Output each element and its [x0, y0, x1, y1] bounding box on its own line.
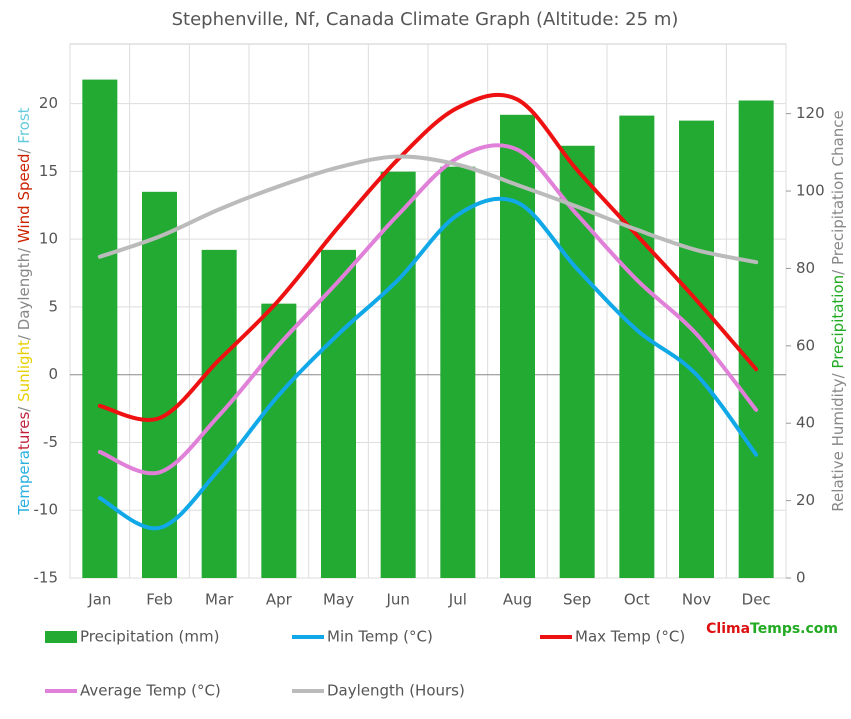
y-tick-label: -10: [34, 501, 59, 519]
y2-axis-label: Relative Humidity/ Precipitation/ Precip…: [829, 110, 847, 511]
y2-axis-label-part: Precipitation: [829, 275, 847, 369]
x-tick-label: Jun: [385, 591, 409, 609]
chart-title: Stephenville, Nf, Canada Climate Graph (…: [172, 9, 679, 30]
legend-label: Average Temp (°C): [80, 682, 221, 700]
x-tick-label: Jan: [87, 591, 111, 609]
x-tick-label: Nov: [682, 591, 711, 609]
line: [97, 92, 759, 422]
y-axis-label-part: /: [15, 144, 33, 154]
y2-axis-label-part: / Precipitation Chance: [829, 110, 847, 275]
y-axis-label-part: tures: [15, 412, 33, 450]
x-tick-label: Apr: [266, 591, 293, 609]
y-tick-label: 20: [39, 94, 58, 112]
bar: [321, 249, 356, 578]
x-tick-label: Mar: [205, 591, 234, 609]
y-tick-label: 15: [39, 162, 58, 180]
legend-swatch: [45, 631, 77, 643]
line: [97, 143, 759, 476]
y2-tick-label: 40: [796, 414, 815, 432]
line: [97, 154, 759, 265]
y-axis-label: Temperatures/ Sunlight/ Daylength/ Wind …: [15, 107, 33, 515]
brand-part: Temps.com: [750, 621, 838, 637]
y-axis-label-part: Frost: [15, 107, 33, 143]
y2-tick-label: 60: [796, 336, 815, 354]
legend-label: Min Temp (°C): [327, 628, 433, 646]
x-tick-label: Dec: [742, 591, 771, 609]
legend-label: Daylength (Hours): [327, 682, 465, 700]
y-tick-label: 5: [48, 297, 58, 315]
legend-label: Max Temp (°C): [575, 628, 685, 646]
y-tick-label: 10: [39, 230, 58, 248]
bar: [500, 114, 535, 578]
x-tick-label: Oct: [624, 591, 650, 609]
bar: [440, 166, 476, 578]
y-tick-label: 0: [48, 365, 58, 383]
x-tick-label: Feb: [146, 591, 173, 609]
y2-tick-label: 120: [796, 104, 825, 122]
y2-tick-label: 100: [796, 182, 825, 200]
y-axis-label-part: Wind Speed: [15, 154, 33, 244]
y-tick-label: -15: [34, 569, 59, 587]
legend-label: Precipitation (mm): [80, 628, 219, 646]
bar: [738, 100, 774, 578]
bar: [380, 171, 416, 578]
bar: [619, 115, 655, 578]
y-axis-label-part: Sunlight: [15, 340, 33, 402]
brand-part: Clima: [706, 621, 750, 637]
bar: [559, 145, 595, 578]
y-axis-label-part: Tempera: [15, 450, 33, 516]
y2-axis-label-part: Relative Humidity/: [829, 369, 847, 512]
x-tick-label: May: [323, 591, 354, 609]
x-tick-label: Jul: [448, 591, 467, 609]
bar: [261, 303, 297, 578]
brand: ClimaTemps.com: [706, 621, 838, 637]
y2-tick-label: 20: [796, 491, 815, 509]
y2-tick-label: 0: [796, 569, 806, 587]
bar: [82, 79, 118, 578]
y-tick-label: -5: [43, 433, 58, 451]
y-axis-label-part: /: [15, 402, 33, 412]
x-tick-label: Aug: [503, 591, 532, 609]
y-axis-label-part: / Daylength/: [15, 243, 33, 340]
x-tick-label: Sep: [563, 591, 591, 609]
line: [97, 196, 759, 531]
y2-tick-label: 80: [796, 259, 815, 277]
bar: [142, 191, 177, 579]
